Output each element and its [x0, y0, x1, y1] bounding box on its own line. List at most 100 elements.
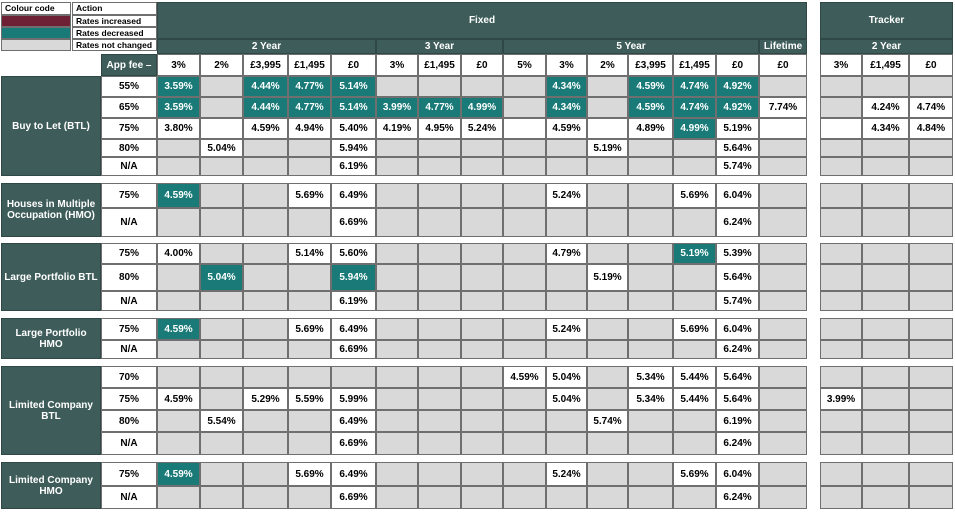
ltv-cell: 75%: [101, 243, 157, 264]
rate-cell: [418, 486, 461, 509]
rate-cell: 7.74%: [759, 97, 807, 118]
rate-cell: [157, 208, 200, 237]
rate-cell: [200, 388, 243, 410]
rate-cell: [376, 243, 418, 264]
fee-header: 3%: [376, 54, 418, 76]
fee-header: £1,495: [673, 54, 716, 76]
legend-label: Rates not changed: [72, 39, 157, 51]
rate-cell: [461, 243, 503, 264]
rate-cell: 5.94%: [331, 139, 376, 157]
tracker-rate-cell: [862, 410, 909, 432]
rate-cell: [376, 264, 418, 291]
rate-cell: [461, 183, 503, 208]
ltv-cell: 55%: [101, 76, 157, 97]
rate-cell: [628, 291, 673, 311]
tracker-rate-cell: [820, 462, 862, 486]
tracker-rate-cell: [820, 486, 862, 509]
rate-cell: [243, 410, 288, 432]
legend-swatch: [1, 15, 71, 27]
rate-cell: 5.14%: [331, 76, 376, 97]
rate-cell: [759, 388, 807, 410]
rate-cell: 4.59%: [157, 462, 200, 486]
rate-cell: [243, 462, 288, 486]
rate-cell: [288, 208, 331, 237]
fee-header: £0: [759, 54, 807, 76]
rate-cell: [288, 340, 331, 359]
rate-cell: 6.69%: [331, 340, 376, 359]
tracker-rate-cell: [862, 243, 909, 264]
fixed-group-header: 2 Year: [157, 39, 376, 54]
rate-cell: [587, 366, 628, 388]
rate-cell: [461, 291, 503, 311]
rate-cell: [587, 76, 628, 97]
rate-cell: [503, 462, 546, 486]
tracker-rate-cell: [820, 264, 862, 291]
fee-header: £3,995: [628, 54, 673, 76]
rate-cell: [546, 157, 587, 176]
rate-cell: 5.04%: [546, 388, 587, 410]
rate-cell: [503, 486, 546, 509]
rate-cell: 4.44%: [243, 76, 288, 97]
rate-cell: 6.69%: [331, 486, 376, 509]
rate-cell: [587, 118, 628, 139]
rate-cell: [157, 139, 200, 157]
rate-cell: [503, 318, 546, 340]
rate-cell: 5.19%: [587, 264, 628, 291]
rate-cell: [243, 139, 288, 157]
rate-cell: [200, 432, 243, 455]
rate-cell: 5.69%: [288, 318, 331, 340]
section-label: Large Portfolio HMO: [1, 318, 101, 359]
rate-cell: [243, 318, 288, 340]
rate-cell: 4.34%: [546, 76, 587, 97]
rate-cell: 5.14%: [288, 243, 331, 264]
ltv-cell: N/A: [101, 157, 157, 176]
rate-cell: [628, 139, 673, 157]
rate-cell: 5.24%: [546, 318, 587, 340]
ltv-cell: 75%: [101, 462, 157, 486]
rate-cell: [673, 264, 716, 291]
rate-cell: 6.49%: [331, 183, 376, 208]
rate-cell: 4.59%: [503, 366, 546, 388]
section-label: Houses in Multiple Occupation (HMO): [1, 183, 101, 237]
tracker-rate-cell: [820, 208, 862, 237]
rate-cell: [376, 432, 418, 455]
rate-cell: [759, 157, 807, 176]
rate-cell: [461, 462, 503, 486]
rate-cell: [587, 340, 628, 359]
rate-cell: 4.59%: [546, 118, 587, 139]
rate-cell: [587, 432, 628, 455]
tracker-rate-cell: [820, 340, 862, 359]
rate-cell: [503, 291, 546, 311]
fixed-group-header: 3 Year: [376, 39, 503, 54]
legend-header-action: Action: [72, 2, 157, 15]
section-label: Large Portfolio BTL: [1, 243, 101, 311]
rate-cell: [376, 462, 418, 486]
rate-cell: [200, 76, 243, 97]
rate-cell: [628, 264, 673, 291]
rate-cell: [759, 318, 807, 340]
rate-cell: 6.04%: [716, 318, 759, 340]
rate-cell: [418, 264, 461, 291]
rate-cell: [503, 157, 546, 176]
fee-header: 3%: [820, 54, 862, 76]
rate-cell: [418, 183, 461, 208]
rate-cell: 5.74%: [587, 410, 628, 432]
ltv-cell: 75%: [101, 318, 157, 340]
tracker-rate-cell: [820, 139, 862, 157]
ltv-cell: N/A: [101, 208, 157, 237]
rate-cell: 5.69%: [288, 462, 331, 486]
rate-cell: 5.39%: [716, 243, 759, 264]
tracker-rate-cell: [862, 462, 909, 486]
rate-cell: [418, 366, 461, 388]
rate-cell: [461, 432, 503, 455]
ltv-cell: 80%: [101, 410, 157, 432]
tracker-rate-cell: 4.74%: [909, 97, 953, 118]
legend-label: Rates decreased: [72, 27, 157, 39]
rate-cell: 6.19%: [331, 291, 376, 311]
rate-cell: 3.59%: [157, 76, 200, 97]
rate-cell: [157, 264, 200, 291]
rate-cell: [587, 183, 628, 208]
rate-cell: [503, 410, 546, 432]
rate-cell: [200, 366, 243, 388]
ltv-cell: 75%: [101, 118, 157, 139]
